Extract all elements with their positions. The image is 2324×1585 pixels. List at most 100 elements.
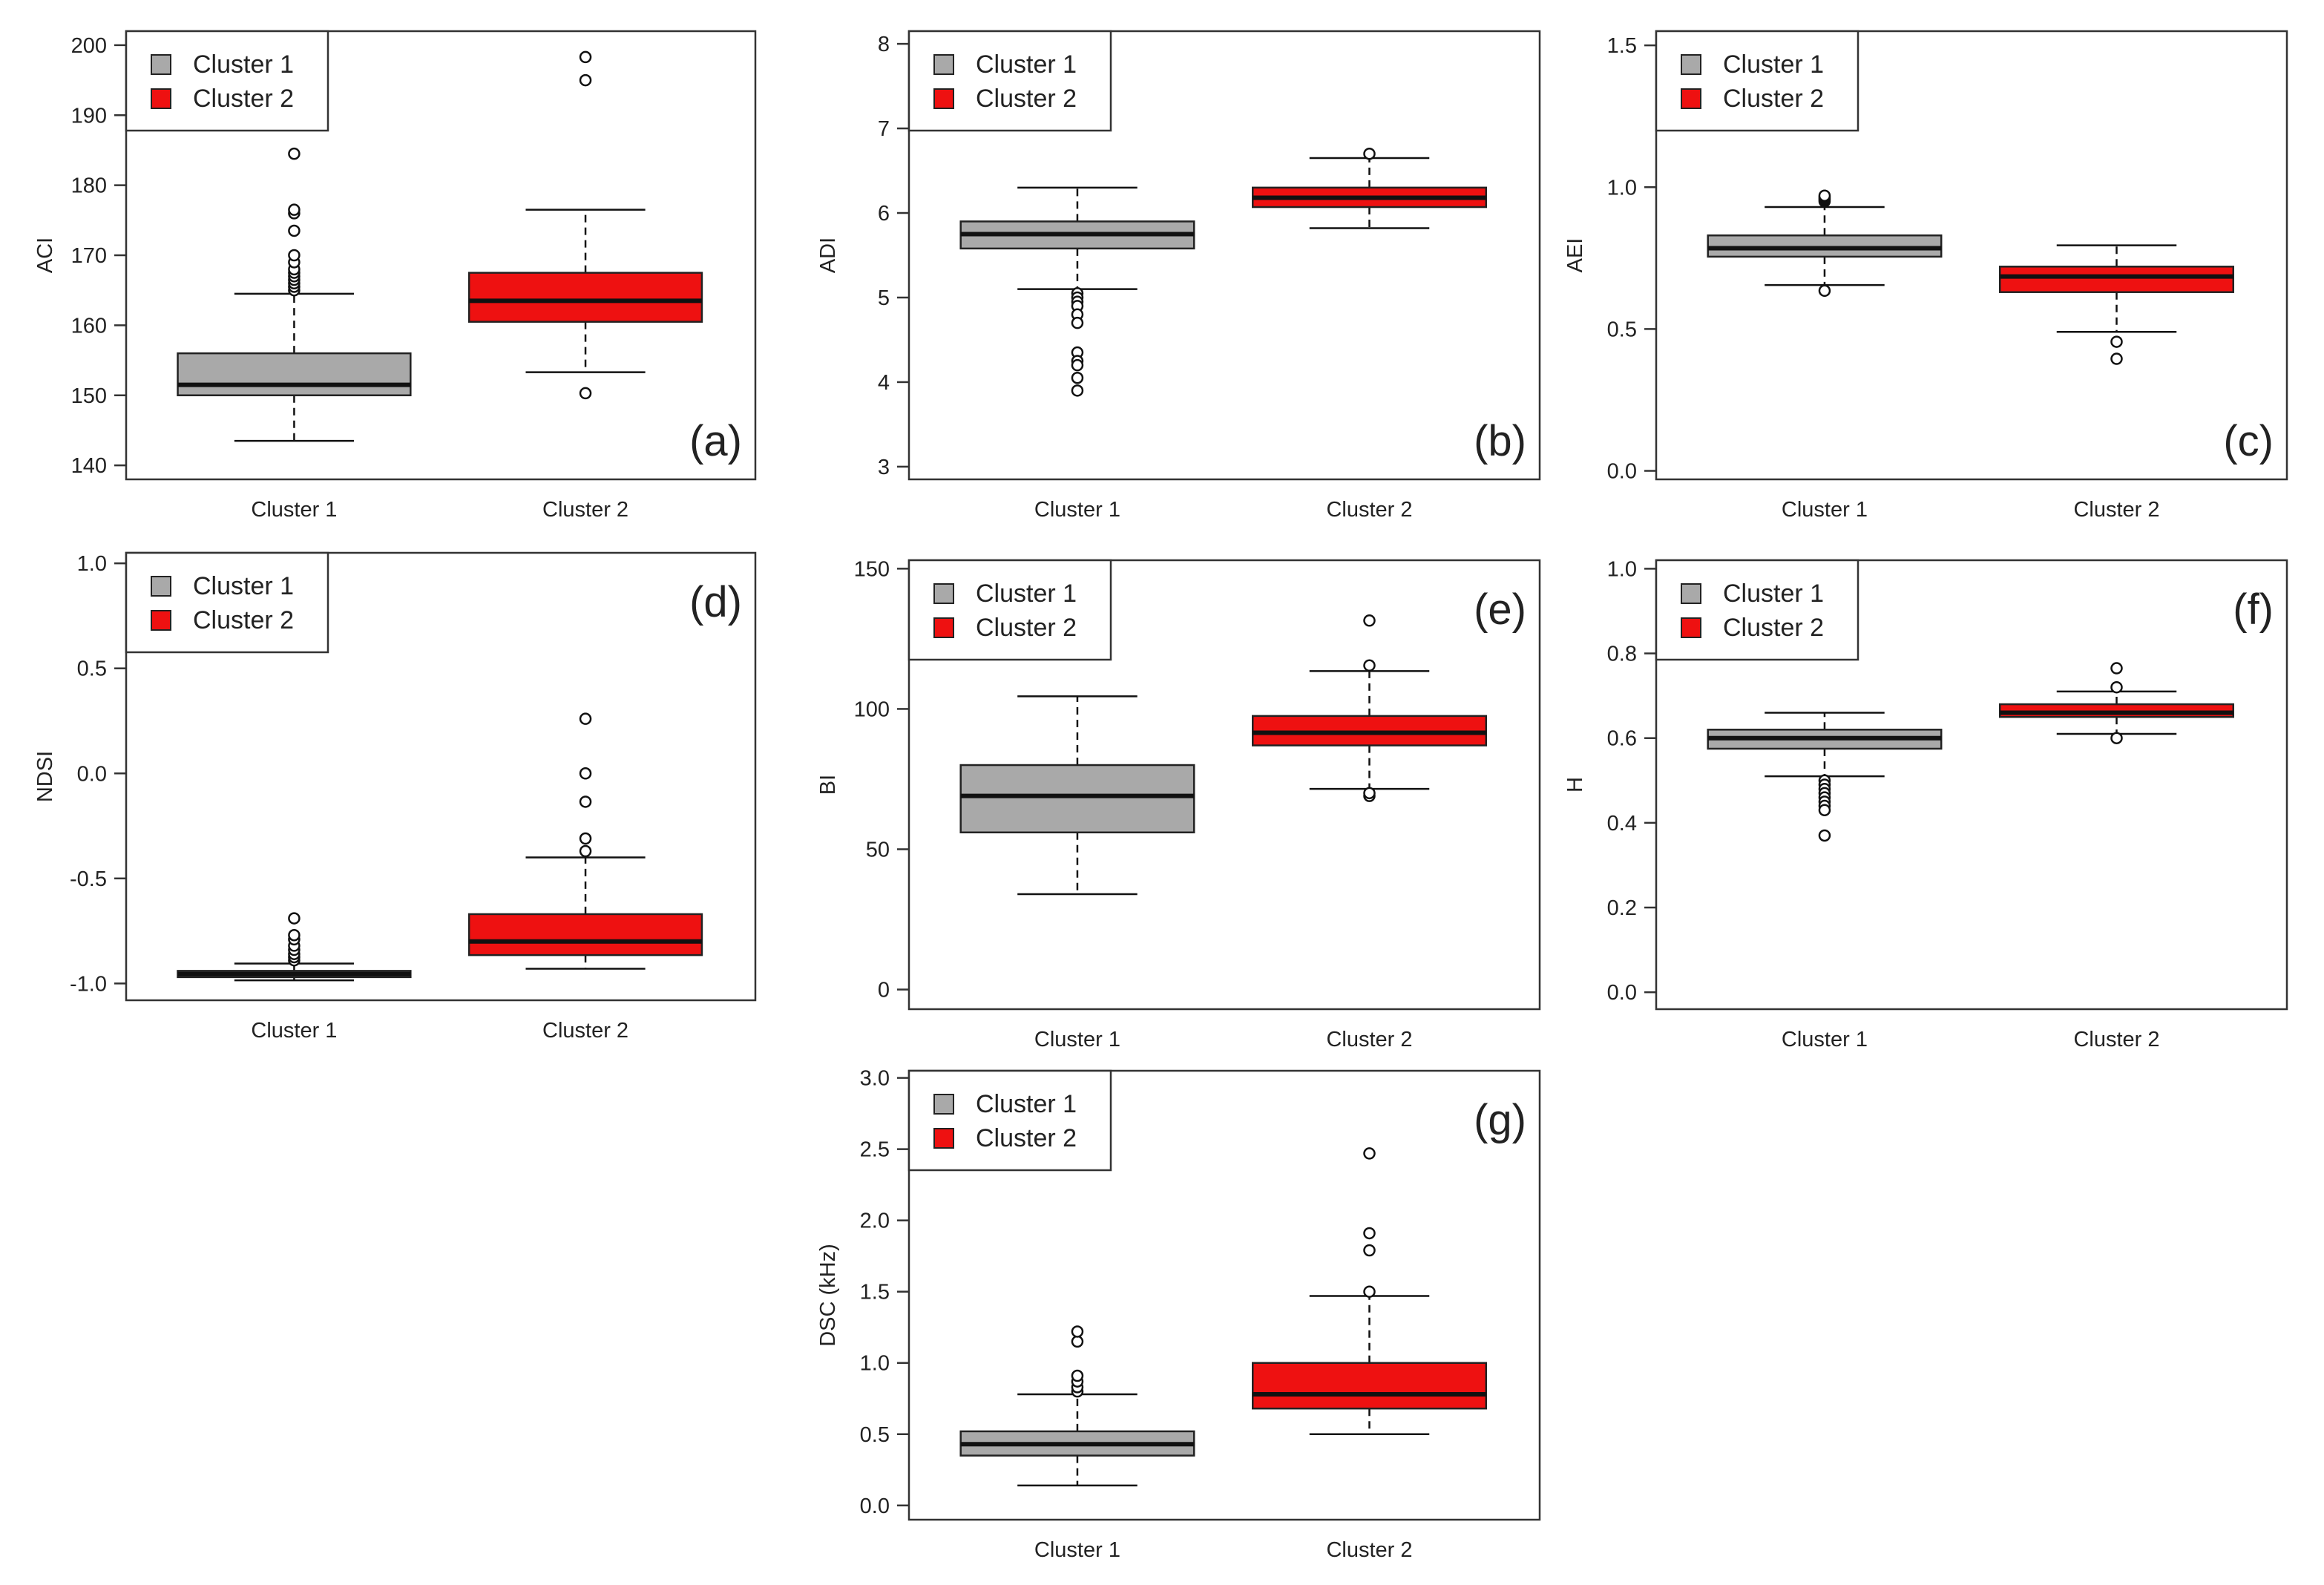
legend-label-cluster-2: Cluster 2 [1723,85,1824,113]
outlier-point [1071,384,1084,397]
legend-swatch-cluster-1 [933,583,954,604]
legend-label-cluster-2: Cluster 2 [976,85,1077,113]
iqr-box [959,764,1195,834]
x-tick-label: Cluster 1 [1782,498,1868,522]
outlier-point [1071,1369,1084,1382]
y-tick-label: 2.5 [860,1138,890,1162]
box-2 [1999,244,2234,365]
outlier-point [1818,284,1831,298]
outlier-point [2110,352,2123,365]
outlier-point [1071,1335,1084,1348]
box-2 [1999,662,2234,744]
outlier-point [579,73,592,87]
outlier-point [579,387,592,400]
y-tick-label: 3 [878,456,890,479]
box-1 [177,147,412,442]
y-tick-label: 0.8 [1607,643,1637,666]
x-tick-label: Cluster 2 [1326,498,1412,522]
y-tick-label: 100 [854,698,890,721]
y-axis-label: AEI [1563,238,1587,273]
legend-swatch-cluster-2 [933,617,954,638]
y-tick-label: 7 [878,117,890,141]
y-axis-label: ACI [33,237,57,273]
x-tick-label: Cluster 1 [251,1019,337,1043]
legend-label-cluster-2: Cluster 2 [976,614,1077,642]
outlier-point [1818,189,1831,202]
box-1 [959,695,1195,896]
box-2 [1252,1147,1487,1436]
y-tick-label: 1.5 [860,1281,890,1305]
iqr-box [1999,266,2234,293]
outlier-point [2110,680,2123,694]
legend-box [125,30,329,132]
x-tick-label: Cluster 2 [2073,498,2159,522]
y-tick-label: 50 [866,838,890,862]
iqr-box [467,272,703,323]
legend-swatch-cluster-1 [1681,54,1701,75]
y-tick-label: 2.0 [860,1210,890,1233]
y-tick-label: 4 [878,371,890,395]
outlier-point [288,147,301,160]
legend-swatch-cluster-2 [151,610,171,631]
legend-label-cluster-2: Cluster 2 [976,1124,1077,1152]
outlier-point [1071,316,1084,329]
legend-swatch-cluster-2 [1681,617,1701,638]
x-tick-label: Cluster 2 [542,498,628,522]
outlier-point [1363,1227,1376,1240]
y-tick-label: 6 [878,202,890,226]
y-tick-label: 0.0 [860,1494,890,1518]
y-tick-label: 0.4 [1607,812,1637,836]
box-1 [1707,189,1943,298]
outlier-point [579,832,592,845]
outlier-point [1071,371,1084,384]
y-axis-label: DSC (kHz) [816,1244,840,1347]
box-2 [1252,147,1487,229]
legend-box [907,559,1112,661]
x-tick-label: Cluster 1 [251,498,337,522]
outlier-point [1363,147,1376,160]
legend: Cluster 1 Cluster 2 [1655,559,1859,661]
box-2 [467,712,703,970]
panel-label: (d) [689,578,742,626]
y-tick-label: 140 [71,454,107,478]
legend-swatch-cluster-1 [151,54,171,75]
outlier-point [288,912,301,925]
x-tick-label: Cluster 2 [2073,1028,2159,1051]
plot-frame [907,1069,1541,1521]
legend-swatch-cluster-2 [933,88,954,109]
outlier-point [2110,335,2123,348]
outlier-point [1363,1147,1376,1160]
legend-box [125,551,329,654]
y-axis-label: NDSI [33,751,57,802]
outlier-point [2110,662,2123,675]
outlier-point [1071,1325,1084,1338]
outlier-point [1363,1244,1376,1257]
legend: Cluster 1 Cluster 2 [907,1069,1112,1172]
legend-label-cluster-1: Cluster 1 [193,50,294,79]
outlier-point [579,50,592,64]
legend-label-cluster-1: Cluster 1 [976,580,1077,608]
y-tick-label: 150 [71,384,107,408]
y-tick-label: 170 [71,244,107,268]
y-tick-label: 1.0 [1607,557,1637,581]
y-tick-label: -0.5 [70,867,107,891]
y-axis-label: BI [816,775,840,795]
legend: Cluster 1 Cluster 2 [1655,30,1859,132]
outlier-point [1363,1285,1376,1298]
outlier-point [1363,659,1376,672]
y-axis-label: H [1563,777,1587,792]
y-tick-label: 0.0 [1607,981,1637,1005]
box-1 [959,1325,1195,1487]
plot-frame [1655,30,2288,481]
legend-box [907,30,1112,132]
legend-swatch-cluster-1 [933,1094,954,1115]
y-tick-label: -1.0 [70,972,107,996]
y-tick-label: 200 [71,34,107,58]
legend-box [907,1069,1112,1172]
iqr-box [177,352,412,396]
y-tick-label: 8 [878,33,890,56]
